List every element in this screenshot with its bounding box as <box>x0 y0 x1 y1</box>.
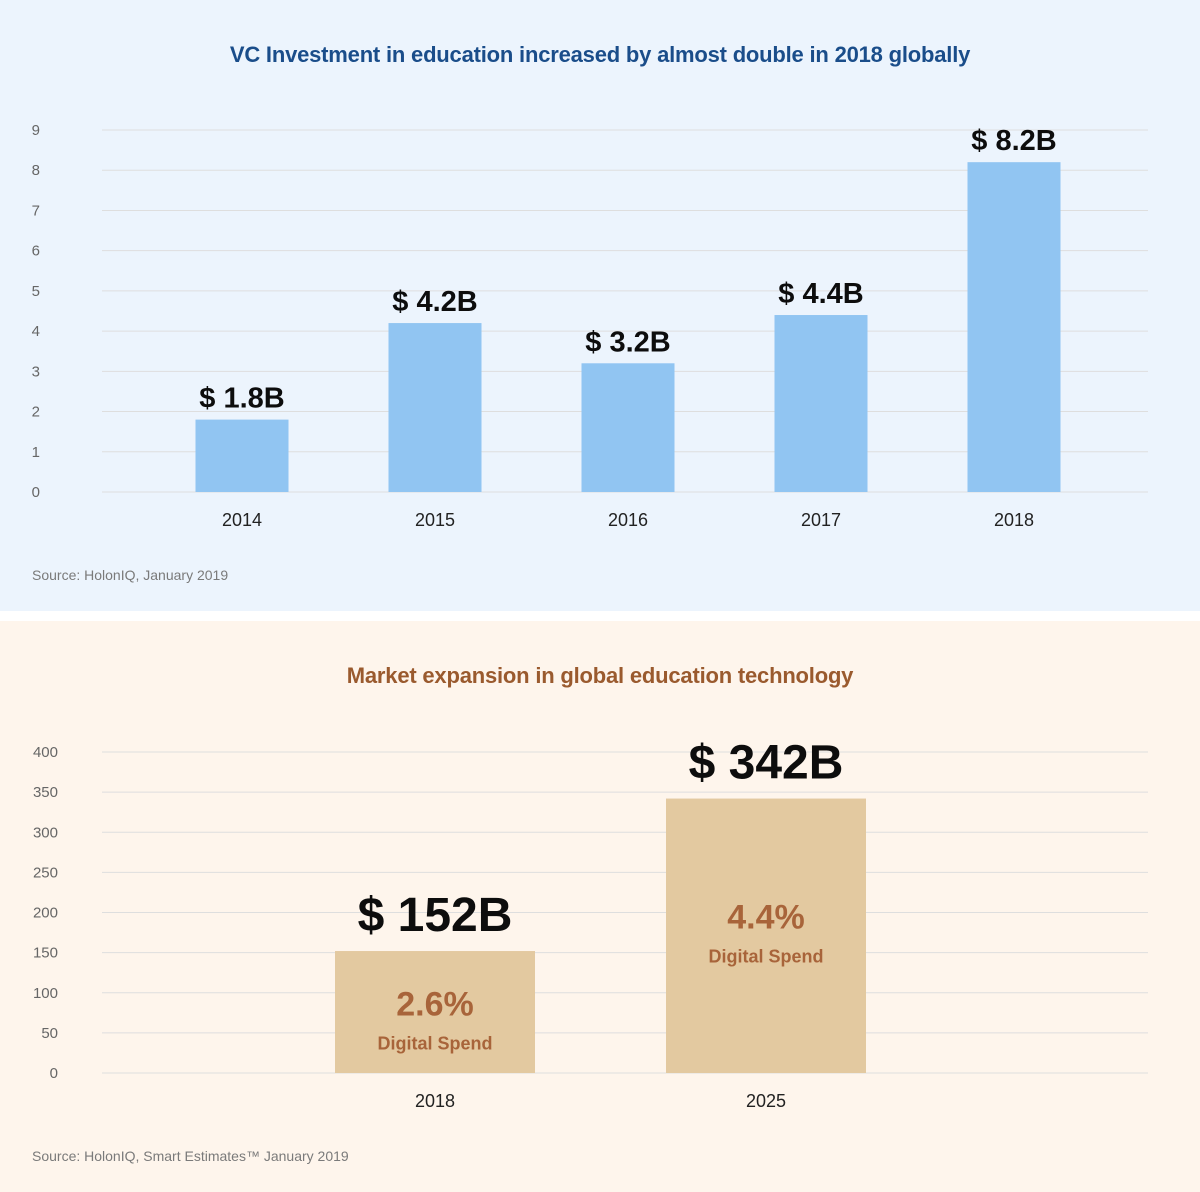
y-tick-label: 1 <box>32 444 40 461</box>
digital-spend-percent: 2.6% <box>396 985 474 1023</box>
x-tick-label: 2015 <box>415 510 455 530</box>
y-tick-label: 0 <box>32 484 40 501</box>
data-label: $ 342B <box>689 737 844 790</box>
y-tick-label: 350 <box>33 784 58 801</box>
y-tick-label: 7 <box>32 202 40 219</box>
bar <box>195 419 289 492</box>
x-tick-label: 2018 <box>415 1091 455 1111</box>
data-label: $ 3.2B <box>585 326 670 358</box>
y-tick-label: 9 <box>32 122 40 139</box>
y-tick-label: 0 <box>50 1065 58 1082</box>
x-tick-label: 2018 <box>994 510 1034 530</box>
y-tick-label: 100 <box>33 985 58 1002</box>
y-tick-label: 5 <box>32 283 40 300</box>
y-tick-label: 50 <box>41 1025 58 1042</box>
digital-spend-percent: 4.4% <box>727 899 805 937</box>
y-tick-label: 300 <box>33 824 58 841</box>
x-tick-label: 2016 <box>608 510 648 530</box>
y-tick-label: 6 <box>32 243 40 260</box>
data-label: $ 152B <box>358 889 513 942</box>
bar <box>774 315 868 492</box>
digital-spend-label: Digital Spend <box>377 1033 492 1053</box>
bar <box>666 798 866 1073</box>
y-tick-label: 2 <box>32 404 40 421</box>
market-expansion-chart: 0 50 100 150 200 250 300 350 400 2018 $ 152B 2.6% Di… <box>33 737 1148 1111</box>
data-label: $ 8.2B <box>971 125 1056 157</box>
market-source-note: Source: HolonIQ, Smart Estimates™ Januar… <box>32 1148 349 1164</box>
y-tick-label: 8 <box>32 162 40 179</box>
y-tick-label: 400 <box>33 744 58 761</box>
data-label: $ 1.8B <box>199 383 284 415</box>
market-chart-title: Market expansion in global education tec… <box>346 663 854 688</box>
vc-investment-chart: 0 1 2 3 4 5 6 7 8 9 2014 $ 1.8B 2015 $ 4.2B 2016 $ 3.2B… <box>32 122 1148 530</box>
bar <box>388 323 482 492</box>
data-label: $ 4.2B <box>392 286 477 318</box>
y-tick-label: 150 <box>33 945 58 962</box>
bar <box>967 162 1061 492</box>
digital-spend-label: Digital Spend <box>708 947 823 967</box>
y-tick-label: 4 <box>32 323 40 340</box>
y-tick-label: 200 <box>33 905 58 922</box>
market-expansion-panel: Market expansion in global education tec… <box>0 621 1200 1192</box>
x-tick-label: 2025 <box>746 1091 786 1111</box>
vc-investment-panel: VC Investment in education increased by … <box>0 0 1200 611</box>
x-tick-label: 2014 <box>222 510 262 530</box>
y-tick-label: 3 <box>32 363 40 380</box>
vc-chart-title: VC Investment in education increased by … <box>229 42 971 67</box>
bar <box>581 363 675 492</box>
bar <box>335 951 535 1073</box>
y-tick-label: 250 <box>33 864 58 881</box>
vc-source-note: Source: HolonIQ, January 2019 <box>32 567 229 583</box>
data-label: $ 4.4B <box>778 278 863 310</box>
x-tick-label: 2017 <box>801 510 841 530</box>
